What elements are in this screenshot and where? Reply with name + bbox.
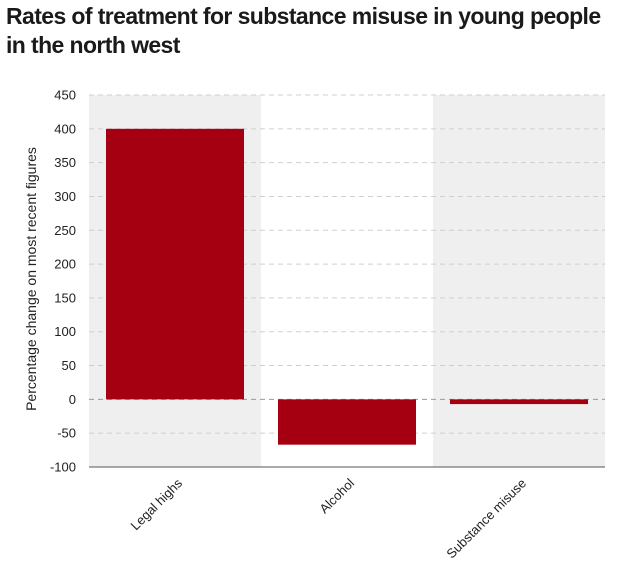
y-tick-label: 250 [54,223,76,238]
y-tick-label: 300 [54,189,76,204]
y-axis-ticks: 450 400 350 300 250 200 150 100 50 0 -50 -100 [50,88,76,475]
y-tick-label: 50 [62,358,76,373]
x-tick-label-legal-highs: Legal highs [127,475,185,533]
x-axis-ticks: Legal highs Alcohol Substance misuse [127,475,529,561]
band-substance-misuse [433,95,605,467]
y-tick-label: 450 [54,88,76,103]
y-tick-label: 0 [69,392,76,407]
x-tick-label-substance-misuse: Substance misuse [443,476,529,562]
y-tick-label: 100 [54,324,76,339]
y-tick-label: 400 [54,121,76,136]
y-tick-label: -100 [50,460,76,475]
bar-legal-highs [106,128,244,400]
x-tick-label-alcohol: Alcohol [316,475,357,516]
y-tick-label: 350 [54,155,76,170]
chart-title: Rates of treatment for substance misuse … [6,3,601,58]
y-tick-label: 150 [54,290,76,305]
y-tick-label: 200 [54,257,76,272]
y-tick-label: -50 [57,426,76,441]
y-axis-label: Percentage change on most recent figures [23,147,39,411]
bar-alcohol [278,399,416,445]
bar-substance-misuse [450,399,588,405]
bars [106,128,588,445]
